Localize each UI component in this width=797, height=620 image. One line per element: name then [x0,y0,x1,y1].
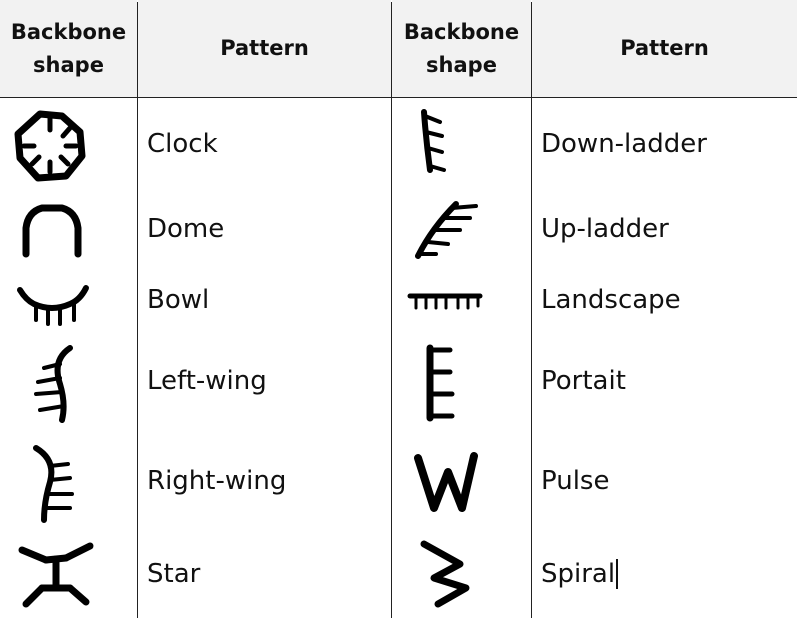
pattern-label: Dome [147,214,225,244]
pattern-label: Portait [541,366,626,396]
header-label: Pattern [220,36,309,60]
pattern-label: Spiral [541,559,616,589]
up-ladder-shape-icon [404,188,490,266]
down-ladder-shape-icon [404,100,474,182]
left-wing-shape-icon [22,340,96,430]
pattern-label: Up-ladder [541,214,669,244]
pattern-label: Landscape [541,285,681,315]
landscape-shape-icon [404,274,486,326]
header-label: Backbone shape [403,19,520,77]
header-label: Pattern [620,36,709,60]
header-divider [0,97,797,98]
pattern-label: Pulse [541,466,610,496]
right-wing-shape-icon [12,440,82,528]
pattern-label: Left-wing [147,366,267,396]
text-cursor [616,559,618,589]
spiral-shape-icon [404,534,494,614]
pattern-label: Right-wing [147,466,287,496]
pattern-label: Bowl [147,285,210,315]
pattern-label-editable[interactable]: Spiral [541,559,618,589]
dome-shape-icon [12,198,90,262]
header-pattern-right: Pattern [532,0,797,97]
pattern-label: Star [147,559,201,589]
header-backbone-shape-right: Backbone shape [392,0,531,97]
portrait-shape-icon [404,338,476,428]
header-label: Backbone shape [10,19,127,77]
pulse-shape-icon [404,438,490,522]
column-divider [531,2,532,618]
bowl-shape-icon [12,280,94,330]
column-divider [137,2,138,618]
column-divider [391,2,392,618]
clock-shape-icon [12,106,88,182]
header-backbone-shape-left: Backbone shape [0,0,137,97]
pattern-label: Clock [147,129,218,159]
star-shape-icon [12,534,100,614]
pattern-label: Down-ladder [541,129,707,159]
header-pattern-left: Pattern [138,0,391,97]
